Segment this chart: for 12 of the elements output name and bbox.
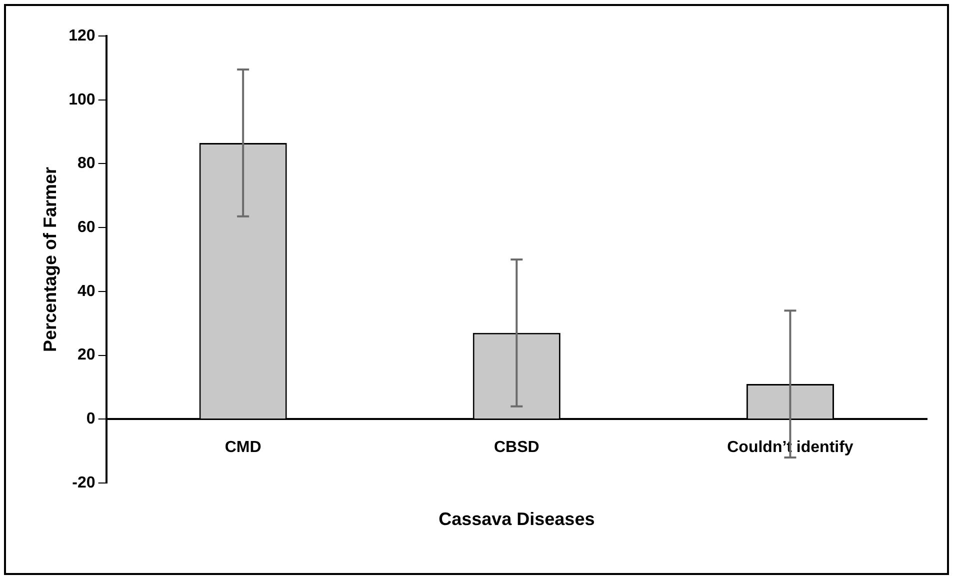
y-tick-label: 60 bbox=[78, 218, 96, 236]
y-axis-title: Percentage of Farmer bbox=[40, 166, 60, 352]
y-tick-label: 100 bbox=[68, 91, 96, 108]
y-tick-label: 20 bbox=[78, 346, 96, 364]
x-tick-label: CBSD bbox=[494, 439, 540, 456]
x-tick-label: CMD bbox=[224, 439, 262, 456]
y-tick-label: 80 bbox=[78, 155, 96, 172]
y-tick-label: 40 bbox=[78, 282, 96, 300]
y-tick-label: 120 bbox=[68, 27, 96, 44]
y-tick-label: 0 bbox=[86, 410, 96, 428]
x-axis-title: Cassava Diseases bbox=[438, 509, 595, 530]
y-tick-label: -20 bbox=[72, 474, 96, 492]
